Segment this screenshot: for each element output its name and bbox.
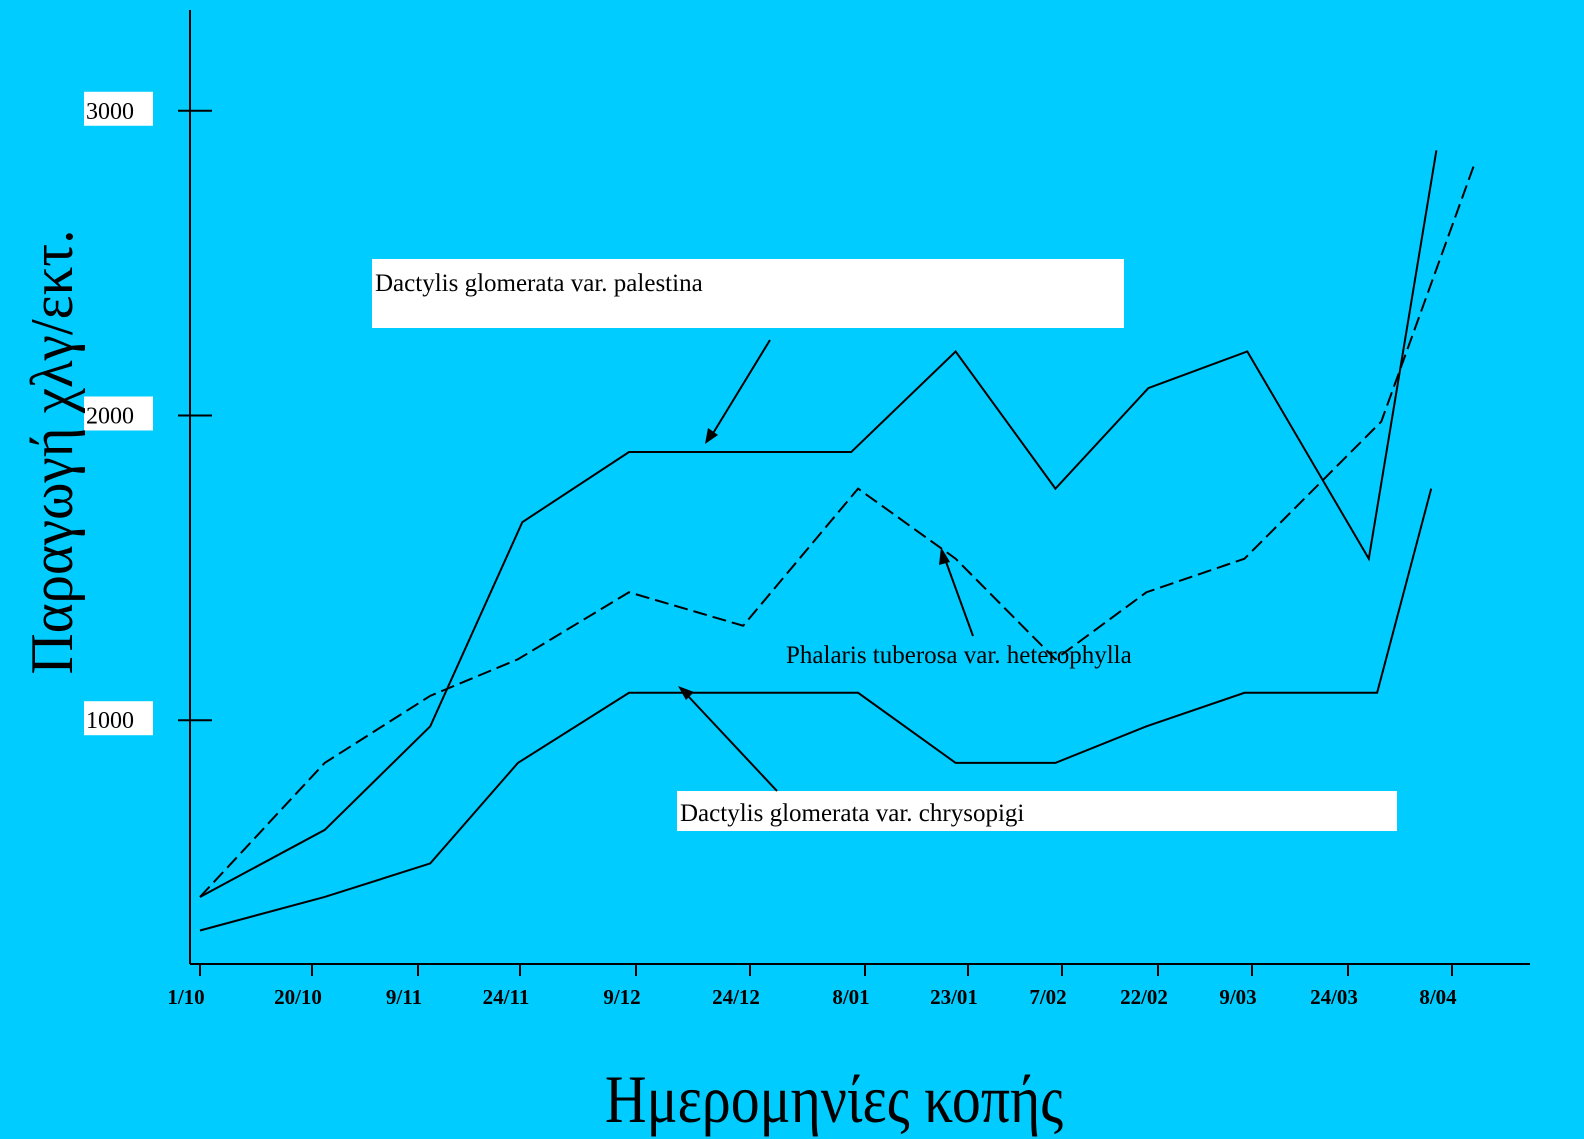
y-tick-label-box xyxy=(84,91,153,126)
annotation-chrysopigi: Dactylis glomerata var. chrysopigi xyxy=(677,686,1397,831)
annotation-label-chrysopigi: Dactylis glomerata var. chrysopigi xyxy=(680,800,1024,827)
x-tick-label: 8/01 xyxy=(832,985,869,1009)
x-ticks: 1/10 20/10 9/11 24/11 9/12 24/12 8/01 23/01 7/02… xyxy=(167,964,1457,1009)
annotation-phalaris: Phalaris tuberosa var. heterophylla xyxy=(786,547,1132,669)
x-tick-label: 9/11 xyxy=(386,985,422,1009)
series-line-3 xyxy=(199,488,1433,932)
x-tick-label: 24/12 xyxy=(712,985,760,1009)
y-tick-label-box xyxy=(84,396,153,431)
annotation-arrow-chrysopigi xyxy=(687,695,778,792)
x-tick-label: 9/12 xyxy=(603,985,640,1009)
x-tick-label: 24/03 xyxy=(1310,985,1358,1009)
series-layer xyxy=(199,150,1475,932)
x-tick-label: 7/02 xyxy=(1029,985,1066,1009)
annotation-palestina: Dactylis glomerata var. palestina xyxy=(372,259,1124,444)
y-tick-label: 3000 xyxy=(86,99,134,125)
series-line-2 xyxy=(199,165,1475,898)
x-tick-label: 1/10 xyxy=(167,985,204,1009)
annotation-label-palestina: Dactylis glomerata var. palestina xyxy=(375,270,703,297)
y-tick-label-box xyxy=(84,701,153,736)
x-tick-label: 8/04 xyxy=(1419,985,1457,1009)
x-tick-label: 22/02 xyxy=(1120,985,1168,1009)
x-tick-label: 9/03 xyxy=(1219,985,1256,1009)
y-axis-title: Παραγωγή χλγ/εκτ. xyxy=(19,230,86,675)
y-tick-label: 1000 xyxy=(86,708,134,734)
annotation-arrow-palestina xyxy=(711,339,771,436)
y-ticks: 1000 2000 3000 xyxy=(84,91,212,736)
annotation-label-phalaris: Phalaris tuberosa var. heterophylla xyxy=(786,642,1132,669)
annotation-box xyxy=(677,791,1397,831)
annotation-box xyxy=(372,259,1124,328)
annotation-arrow-phalaris xyxy=(944,558,974,637)
series-line-1 xyxy=(199,150,1438,898)
x-tick-label: 23/01 xyxy=(930,985,978,1009)
arrowhead-icon xyxy=(678,686,694,700)
x-tick-label: 20/10 xyxy=(274,985,322,1009)
y-tick-label: 2000 xyxy=(86,403,134,429)
x-tick-label: 24/11 xyxy=(483,985,530,1009)
arrowhead-icon xyxy=(705,428,718,444)
x-axis-title: Ημερομηνίες κοπής xyxy=(605,1062,1063,1137)
arrowhead-icon xyxy=(939,547,950,565)
